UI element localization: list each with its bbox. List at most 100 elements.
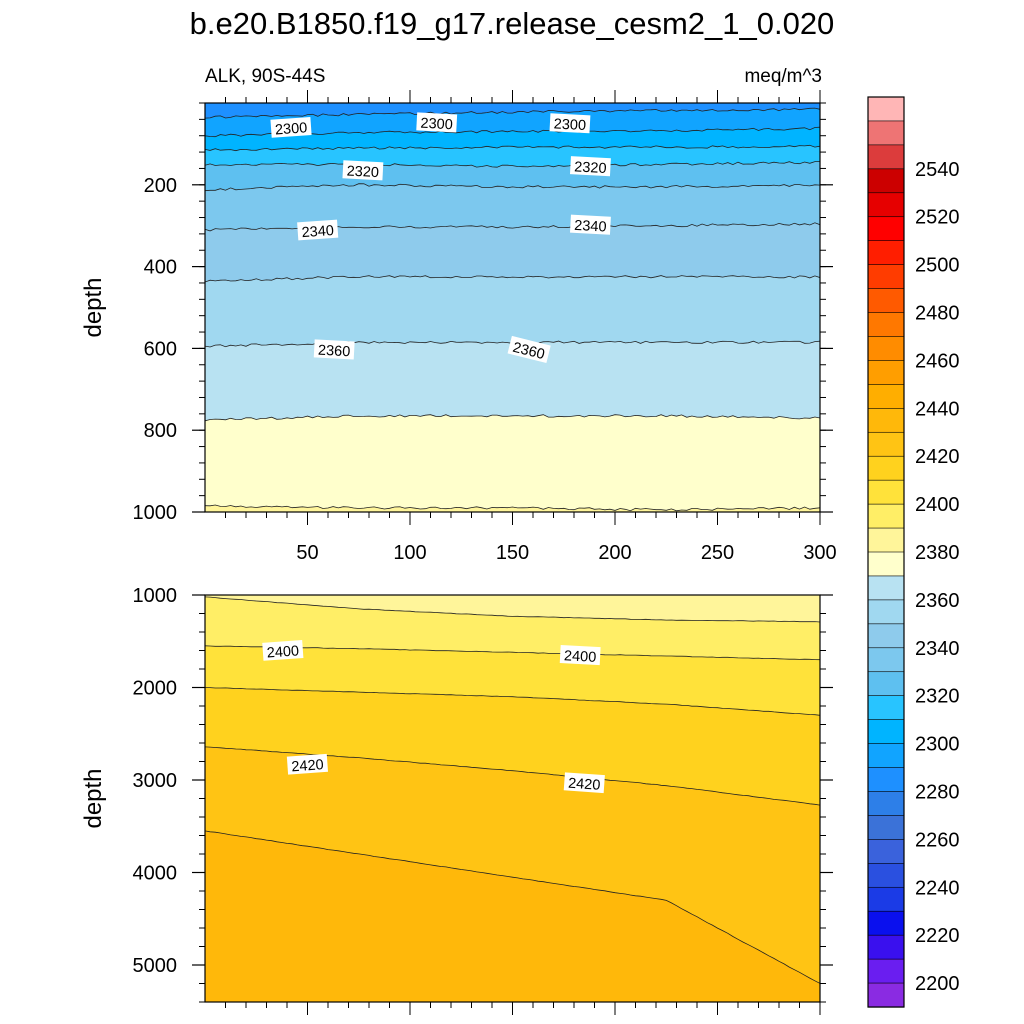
colorbar-swatch xyxy=(867,958,905,984)
colorbar-swatch xyxy=(867,863,905,888)
upper-contour-label: 2340 xyxy=(297,219,339,241)
lower-contour-line xyxy=(205,596,820,623)
upper-contour-line xyxy=(205,161,820,168)
colorbar: 2200 2220 2240 2260 2280 2300 2320 2340 2360 2380… xyxy=(867,96,960,1008)
upper-contour-label: 2360 xyxy=(507,335,551,363)
colorbar-tick-label: 2420 xyxy=(915,446,960,468)
colorbar-swatch xyxy=(867,384,905,409)
colorbar-tick-label: 2240 xyxy=(915,877,960,899)
upper-y-tick-label: 1000 xyxy=(133,502,178,524)
upper-contour-line xyxy=(205,183,820,192)
panel-subtitle-right: meq/m^3 xyxy=(744,66,822,87)
colorbar-swatch xyxy=(867,240,905,266)
lower-contour-line xyxy=(205,645,820,661)
colorbar-swatch xyxy=(867,431,905,457)
upper-contour-panel: 2300 2300 2300 2320 2320 2340 2340 2360 2360 200 4… xyxy=(80,90,837,564)
upper-band-fill xyxy=(205,414,820,512)
colorbar-swatch xyxy=(867,216,905,242)
svg-text:2420: 2420 xyxy=(291,757,324,775)
upper-x-tick-label: 50 xyxy=(296,542,318,564)
upper-contour-line xyxy=(205,107,820,119)
colorbar-tick-label: 2200 xyxy=(915,973,960,995)
colorbar-tick-label: 2220 xyxy=(915,925,960,947)
lower-y-tick-label: 4000 xyxy=(133,863,178,885)
colorbar-swatch xyxy=(867,886,905,912)
upper-contour-label: 2320 xyxy=(570,156,611,177)
lower-y-tick-label: 3000 xyxy=(133,770,178,792)
colorbar-swatch xyxy=(867,695,905,721)
svg-text:2340: 2340 xyxy=(574,218,607,236)
lower-contour-line xyxy=(205,746,820,806)
colorbar-tick-label: 2260 xyxy=(915,829,960,851)
colorbar-swatch xyxy=(867,839,905,864)
colorbar-tick-label: 2480 xyxy=(915,303,960,325)
colorbar-swatch xyxy=(867,982,905,1008)
upper-contour-line xyxy=(205,414,820,422)
colorbar-swatch xyxy=(867,503,905,529)
colorbar-swatch xyxy=(867,815,905,840)
figure-title: b.e20.B1850.f19_g17.release_cesm2_1_0.02… xyxy=(190,6,835,41)
colorbar-swatch xyxy=(867,120,905,146)
colorbar-swatch xyxy=(867,192,905,218)
upper-band-fill xyxy=(205,505,820,512)
upper-y-tick-label: 400 xyxy=(144,257,177,279)
colorbar-tick-label: 2300 xyxy=(915,734,960,756)
colorbar-tick-label: 2280 xyxy=(915,781,960,803)
colorbar-tick-label: 2520 xyxy=(915,207,960,229)
lower-contour-label: 2420 xyxy=(563,772,605,794)
lower-contour-panel: 2400 2400 2420 2420 1000 2000 3000 4000 5000 dept… xyxy=(80,585,833,1015)
colorbar-tick-label: 2540 xyxy=(915,159,960,181)
lower-contour-line xyxy=(205,687,820,716)
colorbar-swatch xyxy=(867,96,905,122)
colorbar-swatch xyxy=(867,623,905,649)
svg-text:2320: 2320 xyxy=(346,163,379,181)
lower-y-tick-label: 2000 xyxy=(133,678,178,700)
colorbar-swatch xyxy=(867,288,905,314)
colorbar-swatch xyxy=(867,934,905,960)
upper-x-tick-label: 100 xyxy=(393,542,426,564)
colorbar-swatch xyxy=(867,144,905,170)
svg-text:2400: 2400 xyxy=(266,643,299,661)
upper-y-tick-label: 600 xyxy=(144,338,177,360)
colorbar-swatch xyxy=(867,910,905,936)
colorbar-swatch xyxy=(867,671,905,697)
svg-text:2360: 2360 xyxy=(511,340,546,363)
colorbar-swatch xyxy=(867,743,905,769)
svg-text:2300: 2300 xyxy=(420,116,453,134)
upper-contour-label: 2300 xyxy=(270,116,312,138)
colorbar-swatch xyxy=(867,360,905,385)
upper-x-tick-label: 250 xyxy=(701,542,734,564)
colorbar-swatch xyxy=(867,408,905,433)
colorbar-swatch xyxy=(867,767,905,793)
svg-text:2300: 2300 xyxy=(275,120,308,138)
colorbar-swatch xyxy=(867,527,905,553)
upper-y-tick-label: 200 xyxy=(144,175,177,197)
colorbar-tick-label: 2360 xyxy=(915,590,960,612)
upper-x-tick-label: 300 xyxy=(803,542,836,564)
colorbar-swatch xyxy=(867,719,905,745)
svg-text:2360: 2360 xyxy=(318,343,351,361)
colorbar-tick-label: 2440 xyxy=(915,398,960,420)
colorbar-swatch xyxy=(867,264,905,290)
svg-text:2420: 2420 xyxy=(568,776,601,794)
upper-contour-label: 2340 xyxy=(570,214,611,236)
svg-text:2300: 2300 xyxy=(553,116,586,134)
upper-y-tick-label: 800 xyxy=(144,420,177,442)
upper-x-tick-label: 200 xyxy=(598,542,631,564)
lower-contour-line xyxy=(205,830,820,984)
lower-y-tick-label: 1000 xyxy=(133,585,178,607)
panel-subtitle-left: ALK, 90S-44S xyxy=(205,66,325,87)
colorbar-swatch xyxy=(867,168,905,194)
upper-contour-line xyxy=(205,144,820,152)
colorbar-swatch xyxy=(867,647,905,673)
upper-contour-line xyxy=(205,504,820,512)
lower-contour-label: 2420 xyxy=(286,753,329,775)
colorbar-swatch xyxy=(867,455,905,481)
upper-contour-label: 2300 xyxy=(416,112,458,134)
lower-contour-label: 2400 xyxy=(559,645,601,666)
svg-text:2320: 2320 xyxy=(574,159,607,177)
colorbar-swatch xyxy=(867,791,905,817)
colorbar-swatch xyxy=(867,479,905,505)
upper-contour-line xyxy=(205,275,820,283)
